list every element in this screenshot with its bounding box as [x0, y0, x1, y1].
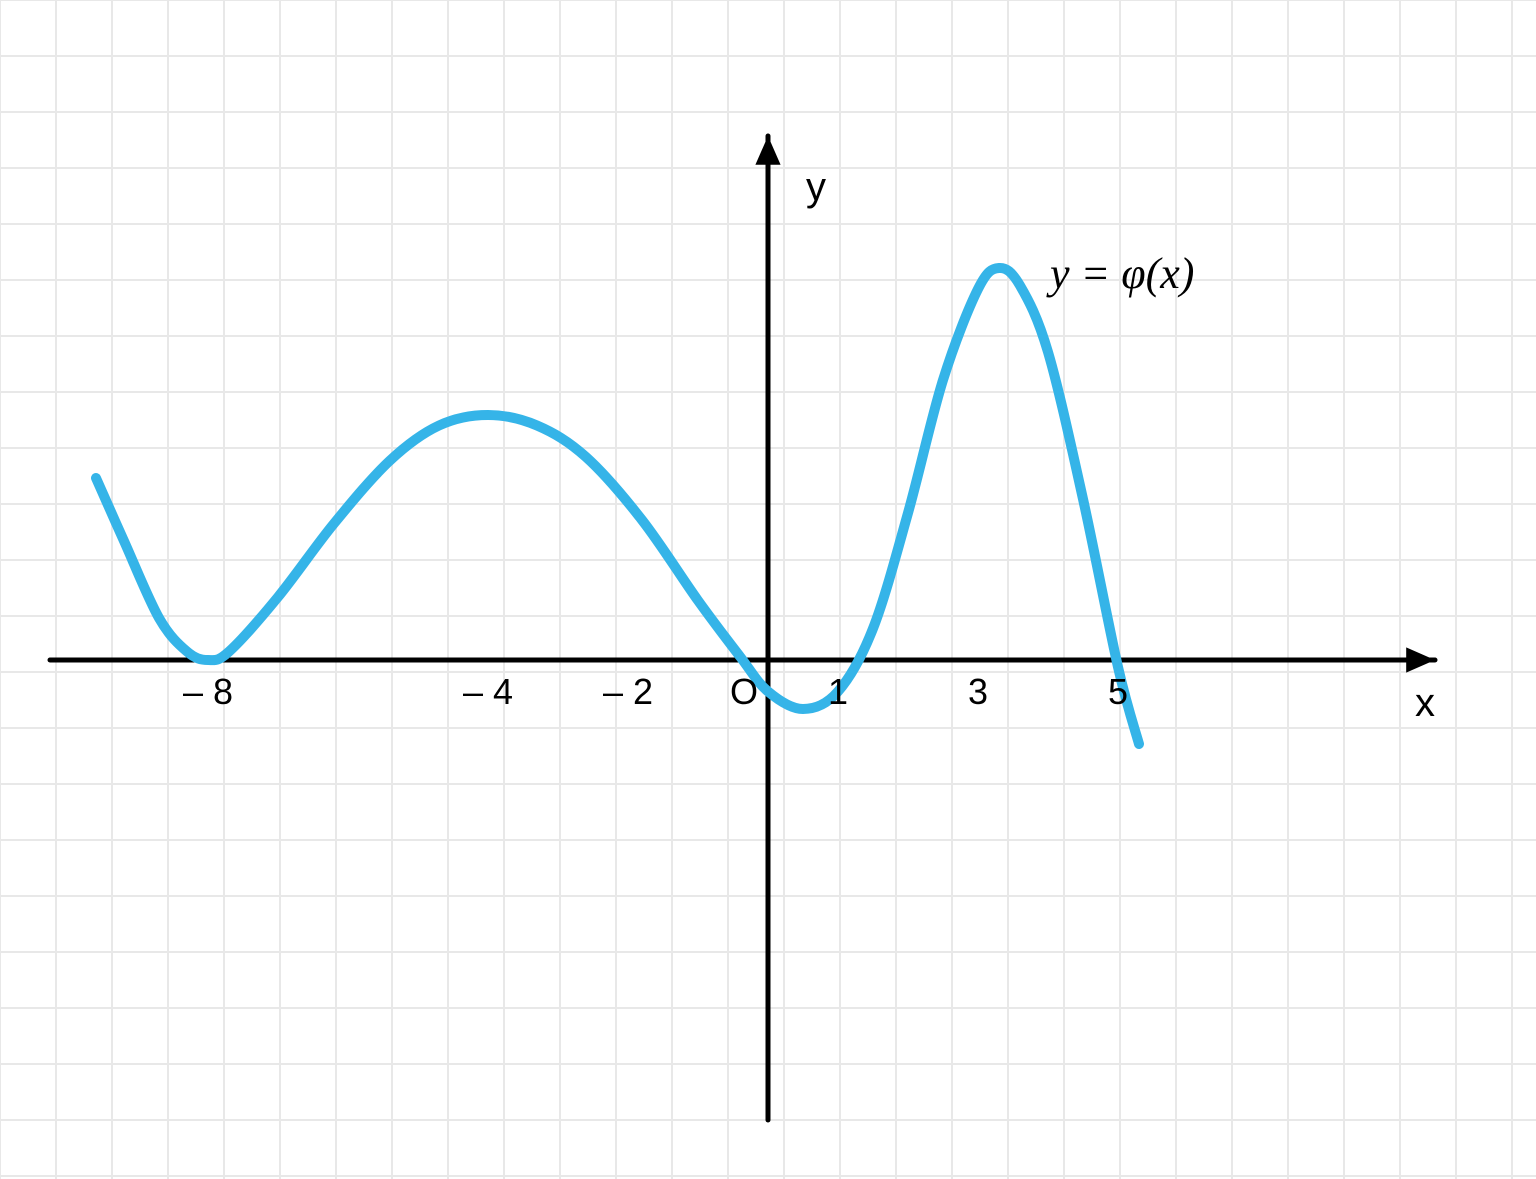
x-tick-label: 3: [968, 671, 988, 712]
y-axis-label: y: [806, 165, 826, 209]
chart-svg: – 8 – 4 – 2 O 1 3 5 y x y = φ(x): [0, 0, 1536, 1179]
x-tick-label: – 8: [183, 671, 233, 712]
x-tick-label: 5: [1108, 671, 1128, 712]
x-axis-label: x: [1415, 681, 1435, 725]
function-label: y = φ(x): [1046, 249, 1194, 298]
x-tick-label: 1: [828, 671, 848, 712]
x-tick-label: – 2: [603, 671, 653, 712]
x-tick-label: – 4: [463, 671, 513, 712]
x-tick-label: O: [730, 671, 758, 712]
function-graph-chart: – 8 – 4 – 2 O 1 3 5 y x y = φ(x): [0, 0, 1536, 1179]
